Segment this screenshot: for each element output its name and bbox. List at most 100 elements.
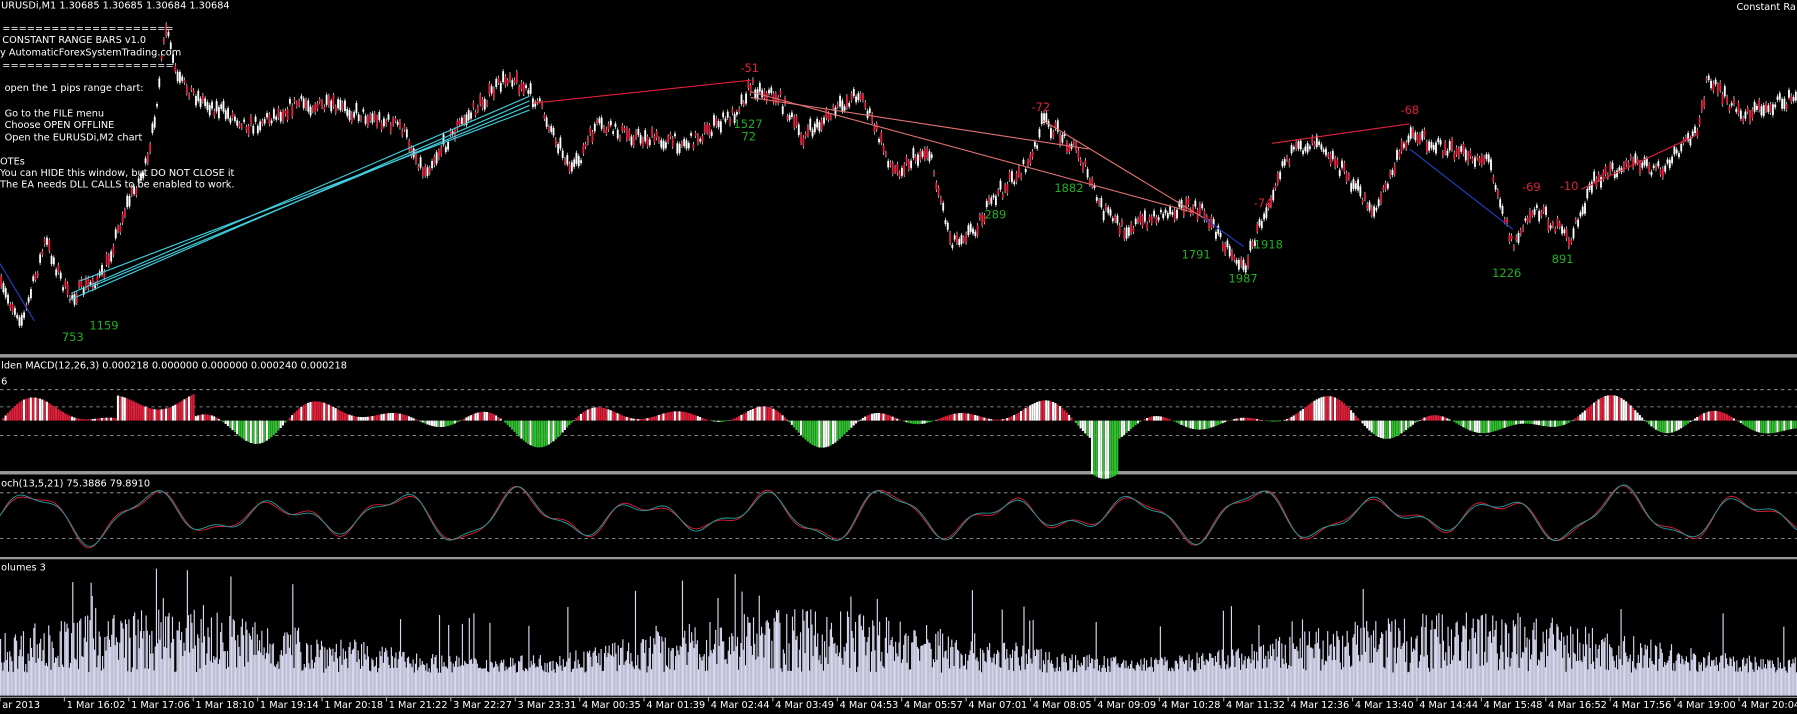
candle-body xyxy=(667,136,670,142)
candle-body xyxy=(85,277,87,289)
macd-bar xyxy=(1764,420,1767,434)
volume-bar xyxy=(1780,668,1783,696)
macd-bar xyxy=(1508,420,1511,427)
volume-bar xyxy=(1331,660,1333,696)
macd-bar xyxy=(1563,420,1566,425)
candle-body xyxy=(1217,225,1220,234)
volume-bar xyxy=(183,642,185,696)
candle-body xyxy=(850,93,853,101)
volume-bar xyxy=(1018,665,1020,696)
annotation: -10 xyxy=(1560,179,1579,193)
volume-bar xyxy=(273,665,276,696)
candle-body xyxy=(188,94,191,98)
macd-bar xyxy=(1230,419,1233,421)
volume-bar xyxy=(139,631,141,696)
volume-bar xyxy=(1238,657,1241,696)
macd-bar xyxy=(515,420,518,435)
macd-bar xyxy=(382,413,385,421)
volume-bar xyxy=(246,629,248,696)
volume-bar xyxy=(961,655,963,696)
candle-body xyxy=(1691,131,1694,137)
volume-bar xyxy=(1320,670,1322,696)
volume-bar xyxy=(1520,657,1522,696)
volume-bar xyxy=(773,618,775,696)
volume-bar xyxy=(67,628,69,696)
volume-bar xyxy=(237,634,239,696)
macd-bar xyxy=(247,420,250,443)
macd-bar xyxy=(534,420,537,447)
candle-body xyxy=(1700,101,1703,111)
volume-bar xyxy=(1017,657,1019,696)
volume-bar xyxy=(1615,655,1618,696)
volume-bar xyxy=(1312,648,1314,696)
volume-bar xyxy=(1206,660,1208,696)
volume-bar xyxy=(1562,657,1564,696)
candle-body xyxy=(1134,218,1137,225)
macd-bar xyxy=(790,420,793,425)
volume-bar xyxy=(778,610,780,696)
candle-body xyxy=(1370,206,1373,216)
macd-bar xyxy=(815,420,819,447)
macd-bar xyxy=(614,412,617,421)
volume-bar xyxy=(728,637,731,696)
volume-bar xyxy=(293,668,295,696)
macd-bar xyxy=(1489,420,1492,433)
macd-bar xyxy=(1576,416,1580,421)
volume-bar xyxy=(297,627,300,696)
volume-bar xyxy=(977,661,979,696)
candle-body xyxy=(1526,217,1529,223)
volume-bar xyxy=(1203,660,1205,696)
candle-body xyxy=(933,172,935,175)
volume-bar xyxy=(646,672,648,696)
macd-bar xyxy=(343,412,346,421)
macd-bar xyxy=(937,419,940,421)
candle-body xyxy=(1783,98,1786,109)
volume-bar xyxy=(499,663,501,696)
volume-bar xyxy=(24,671,26,696)
volume-bar xyxy=(1771,660,1773,696)
candle-body xyxy=(293,99,296,103)
volume-bar xyxy=(928,642,930,696)
candle-body xyxy=(435,152,438,164)
volume-bar xyxy=(1782,668,1784,696)
volume-bar xyxy=(95,607,97,696)
volume-bar xyxy=(1430,629,1432,696)
candle-body xyxy=(1364,194,1366,200)
macd-bar xyxy=(1654,420,1657,430)
volume-bar xyxy=(684,630,686,696)
macd-bar xyxy=(1542,420,1545,426)
candle-body xyxy=(217,107,220,119)
macd-bar xyxy=(1494,420,1497,431)
candle-body xyxy=(11,303,14,313)
volume-bar xyxy=(1158,659,1160,696)
volume-bar xyxy=(664,637,666,696)
candle-body xyxy=(497,77,500,83)
candle-body xyxy=(376,116,378,127)
candle-body xyxy=(1203,210,1206,221)
candle-body xyxy=(1618,167,1621,171)
candle-body xyxy=(236,120,239,126)
macd-bar xyxy=(1698,415,1701,421)
candle-body xyxy=(1499,199,1502,208)
volume-bar xyxy=(85,641,88,696)
volume-bar xyxy=(805,611,807,696)
macd-bar xyxy=(158,409,161,421)
candle-body xyxy=(1510,235,1513,240)
macd-bar xyxy=(563,420,566,430)
volume-bar xyxy=(574,661,576,696)
macd-bar xyxy=(1682,420,1685,427)
volume-bar xyxy=(1053,668,1055,696)
volume-bar xyxy=(435,655,437,696)
macd-bar xyxy=(540,420,543,448)
volume-bar xyxy=(1248,656,1250,696)
volume-bar xyxy=(1431,620,1433,696)
candle-body xyxy=(788,114,791,120)
volume-bar xyxy=(126,624,128,696)
volume-bar xyxy=(1766,668,1768,696)
volume-bar xyxy=(1698,661,1700,696)
volume-bar xyxy=(1010,658,1012,696)
candle-body xyxy=(882,145,885,153)
macd-bar xyxy=(1120,420,1123,437)
annotation: 891 xyxy=(1552,252,1574,266)
macd-bar xyxy=(1792,420,1795,429)
